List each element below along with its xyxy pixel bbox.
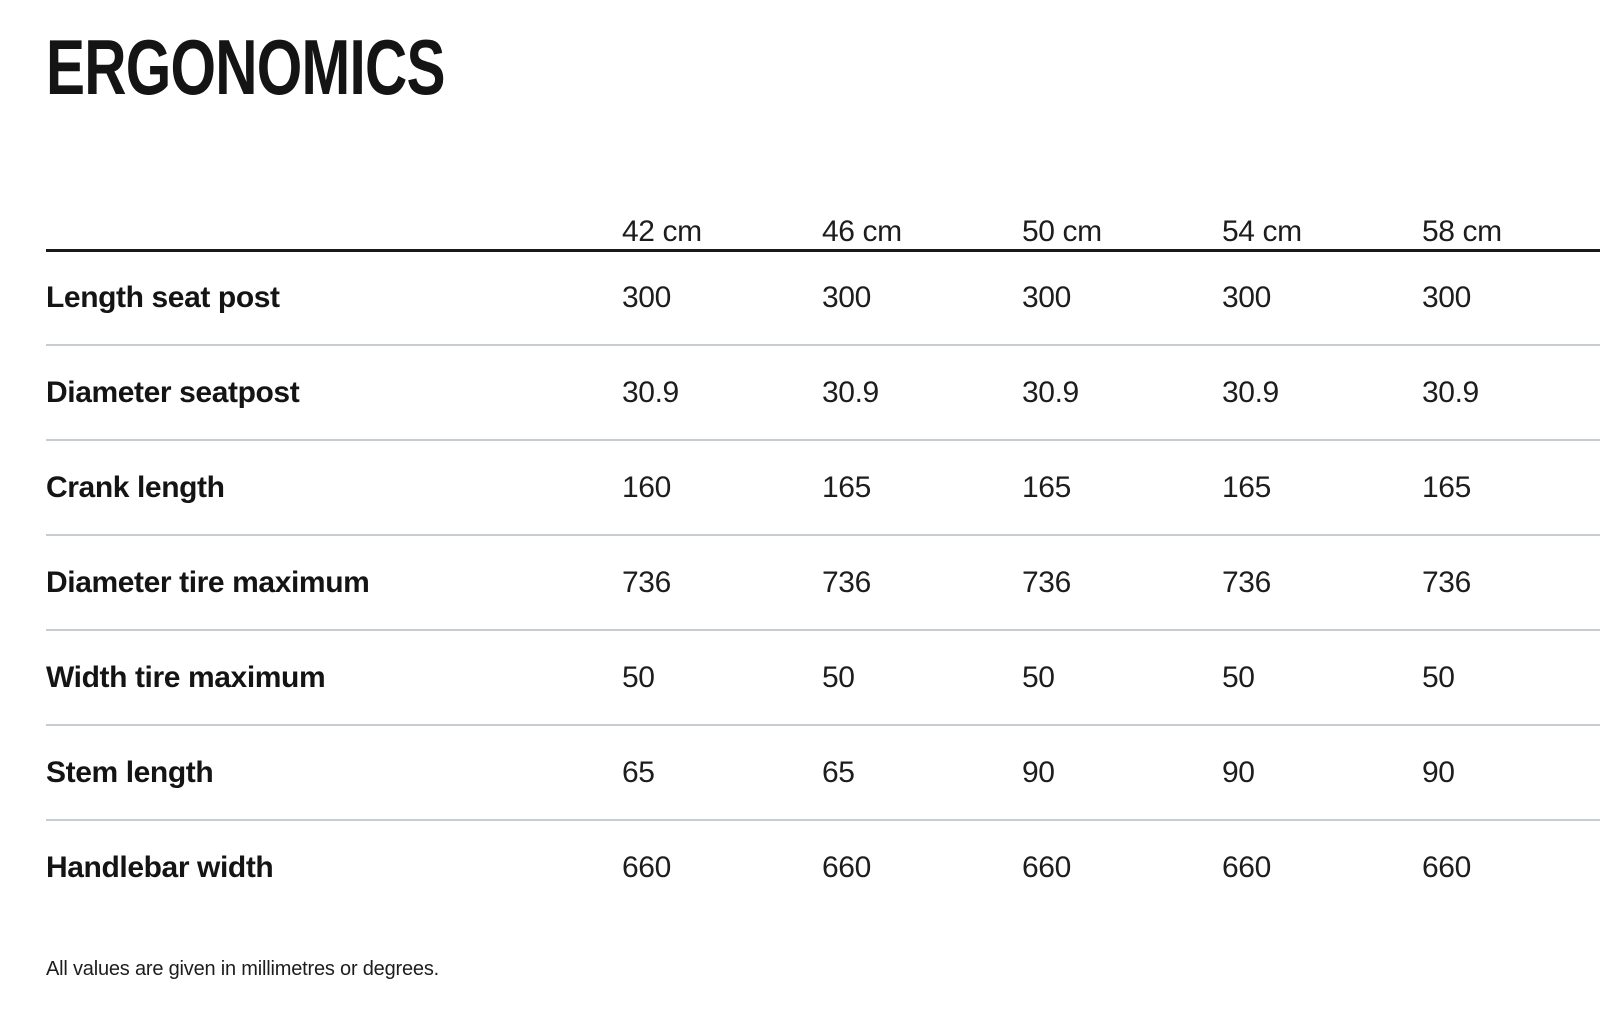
cell-value: 660 [622, 851, 671, 884]
cell-value: 300 [622, 280, 671, 314]
table-row: Length seat post 300 300 300 300 300 [46, 250, 1600, 345]
units-footnote: All values are given in millimetres or d… [46, 958, 439, 980]
row-label: Length seat post [46, 280, 280, 314]
row-label: Diameter seatpost [46, 375, 300, 409]
ergonomics-table: 42 cm 46 cm 50 cm 54 cm 58 cm Length sea… [46, 106, 1600, 915]
cell-value: 50 [1222, 660, 1255, 694]
size-column-header: 46 cm [822, 214, 902, 248]
cell-value: 660 [1222, 851, 1271, 884]
cell-value: 300 [1022, 280, 1071, 314]
table-row: Width tire maximum 50 50 50 50 50 [46, 630, 1600, 725]
cell-value: 165 [822, 470, 871, 504]
cell-value: 30.9 [1422, 375, 1479, 409]
cell-value: 90 [1022, 755, 1055, 789]
cell-value: 300 [1422, 280, 1471, 314]
cell-value: 65 [822, 755, 855, 789]
table-row: Diameter seatpost 30.9 30.9 30.9 30.9 30… [46, 345, 1600, 440]
cell-value: 90 [1222, 755, 1255, 789]
cell-value: 165 [1222, 470, 1271, 504]
row-label: Width tire maximum [46, 660, 326, 694]
size-column-header: 58 cm [1422, 214, 1502, 248]
table-row: Diameter tire maximum 736 736 736 736 73… [46, 535, 1600, 630]
cell-value: 30.9 [622, 375, 679, 409]
row-label: Crank length [46, 470, 225, 504]
cell-value: 660 [822, 851, 871, 884]
cell-value: 736 [1222, 565, 1271, 599]
cell-value: 660 [1022, 851, 1071, 884]
cell-value: 50 [822, 660, 855, 694]
cell-value: 300 [1222, 280, 1271, 314]
cell-value: 65 [622, 755, 655, 789]
cell-value: 50 [1422, 660, 1455, 694]
cell-value: 90 [1422, 755, 1455, 789]
size-column-header: 50 cm [1022, 214, 1102, 248]
cell-value: 736 [1022, 565, 1071, 599]
cell-value: 736 [822, 565, 871, 599]
ergonomics-section: ERGONOMICS 42 cm 46 cm 50 cm 54 cm 58 cm… [46, 23, 1600, 980]
cell-value: 165 [1422, 470, 1471, 504]
corner-cell [46, 106, 622, 250]
cell-value: 660 [1422, 851, 1471, 884]
size-column-header: 54 cm [1222, 214, 1302, 248]
row-label: Diameter tire maximum [46, 565, 370, 599]
table-row: Crank length 160 165 165 165 165 [46, 440, 1600, 535]
cell-value: 50 [1022, 660, 1055, 694]
table-row: Stem length 65 65 90 90 90 [46, 725, 1600, 820]
cell-value: 736 [1422, 565, 1471, 599]
cell-value: 160 [622, 470, 671, 504]
cell-value: 30.9 [822, 375, 879, 409]
cell-value: 165 [1022, 470, 1071, 504]
row-label: Stem length [46, 755, 214, 789]
row-label: Handlebar width [46, 851, 274, 884]
cell-value: 30.9 [1022, 375, 1079, 409]
page-title: ERGONOMICS [46, 23, 446, 111]
table-row: Handlebar width 660 660 660 660 660 [46, 820, 1600, 915]
cell-value: 736 [622, 565, 671, 599]
size-column-header: 42 cm [622, 214, 702, 248]
cell-value: 300 [822, 280, 871, 314]
cell-value: 50 [622, 660, 655, 694]
cell-value: 30.9 [1222, 375, 1279, 409]
size-header-row: 42 cm 46 cm 50 cm 54 cm 58 cm [46, 106, 1600, 250]
